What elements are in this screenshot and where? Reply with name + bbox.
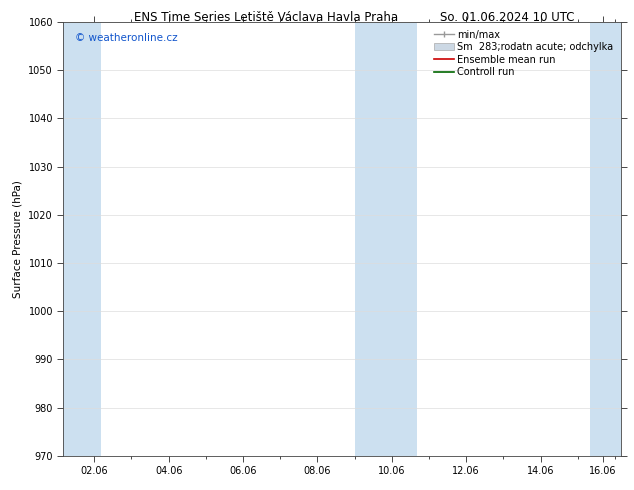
Bar [63, 22, 101, 456]
Legend: min/max, Sm  283;rodatn acute; odchylka, Ensemble mean run, Controll run: min/max, Sm 283;rodatn acute; odchylka, … [431, 27, 616, 80]
Y-axis label: Surface Pressure (hPa): Surface Pressure (hPa) [13, 180, 23, 298]
Bar [590, 22, 621, 456]
Text: © weatheronline.cz: © weatheronline.cz [75, 33, 177, 43]
Bar [354, 22, 417, 456]
Text: So. 01.06.2024 10 UTC: So. 01.06.2024 10 UTC [440, 11, 574, 24]
Text: ENS Time Series Letiště Václava Havla Praha: ENS Time Series Letiště Václava Havla Pr… [134, 11, 398, 24]
